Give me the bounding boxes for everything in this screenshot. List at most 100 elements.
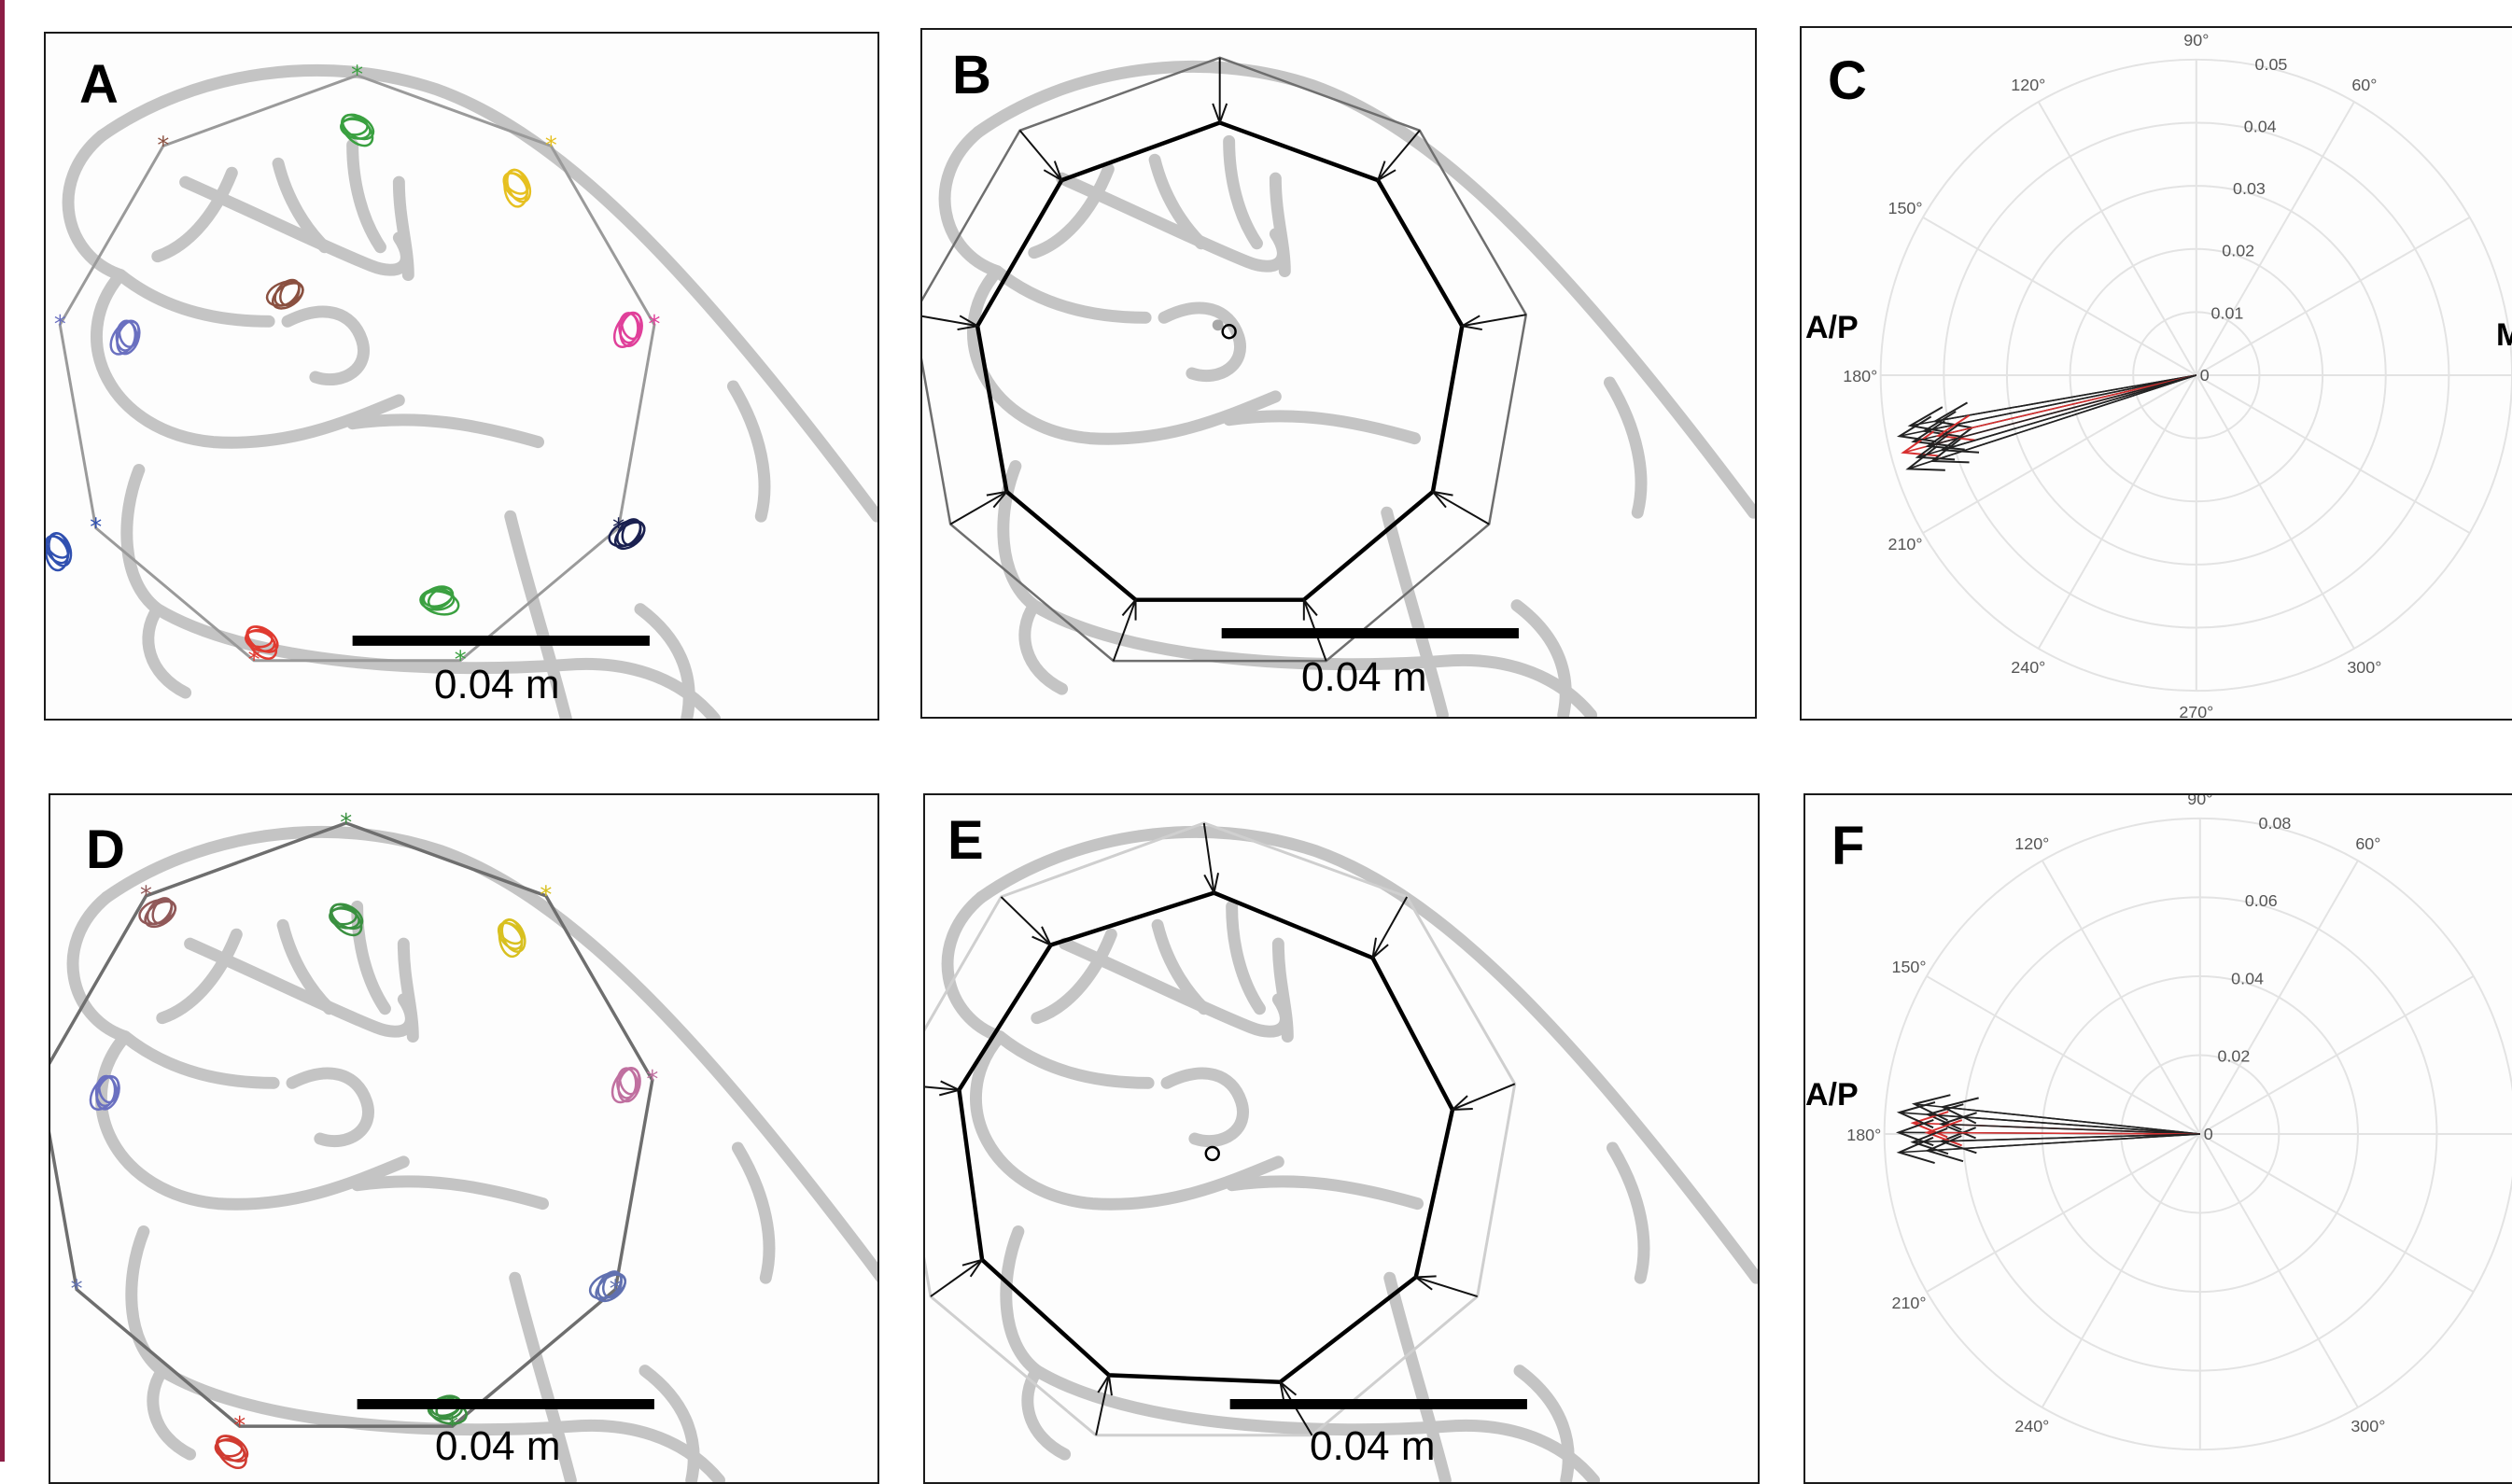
panel-e-displacement-arrow [1095, 1375, 1110, 1435]
branch-stroke [1160, 1067, 1249, 1148]
trajectory-loop [419, 588, 456, 611]
branch-stroke [993, 1030, 1155, 1089]
left-accent-bar [0, 0, 5, 1462]
panel-b: B 0.04 m [920, 28, 1757, 719]
panel-a-trajectory-cluster [612, 311, 643, 348]
panel-c-radial-label: 0.01 [2211, 303, 2244, 322]
panel-d-trajectory-cluster [138, 897, 177, 929]
panel-f-radial-label: 0.06 [2245, 891, 2278, 910]
branch-stroke [1513, 1365, 1575, 1482]
branch-stroke [120, 463, 721, 719]
branch-stroke [1271, 937, 1294, 1043]
panel-b-arrowhead [1459, 315, 1482, 331]
branch-stroke [151, 166, 238, 263]
branch-stroke [941, 890, 1284, 1211]
panel-a-trajectory-cluster [419, 585, 460, 616]
branch-stroke [1383, 1271, 1452, 1482]
panel-f-vector-arrowhead [1896, 1136, 1935, 1165]
branch-stroke [997, 459, 1597, 717]
panel-f-angle-label: 60° [2355, 834, 2380, 853]
panel-f-vector-arrow [1899, 1112, 2200, 1135]
trajectory-loop [265, 280, 304, 307]
panel-b-scale-text: 0.04 m [1301, 654, 1427, 700]
panel-c-angle-label: 270° [2179, 703, 2213, 719]
panel-e-arrowhead [1278, 1379, 1298, 1403]
panel-f-angle-label: 120° [2014, 834, 2049, 853]
panel-d-nonagon [50, 820, 654, 1428]
panel-d-trajectory-cluster [610, 1067, 641, 1104]
panel-c-vector-arrowhead [1911, 420, 1951, 447]
panel-d: ********* D 0.04 m [49, 793, 879, 1484]
panel-c-vector-arrow [1910, 374, 2196, 427]
panel-b-displacement-arrow [1112, 599, 1137, 662]
branch-stroke [119, 1030, 280, 1089]
panel-b-arrowhead [1430, 490, 1453, 509]
branch-stroke [509, 1271, 577, 1482]
panel-e-arrowhead [939, 1080, 962, 1097]
panel-e-arrowhead [1203, 873, 1220, 896]
panel-b-centroid-dot [1212, 319, 1224, 331]
trajectory-loop [246, 625, 278, 660]
branch-stroke [142, 603, 192, 699]
panel-a-vertex-star: * [54, 311, 66, 339]
trajectory-loop [610, 1067, 640, 1104]
panel-b-label: B [952, 45, 991, 105]
panel-c-radial-label: 0.03 [2233, 179, 2266, 198]
panel-c-m-label: M [2496, 317, 2512, 353]
panel-f-ap-label: A/P [1805, 1077, 1859, 1113]
panel-b-arrowhead [986, 490, 1009, 509]
panel-f: 90° 120° 60° 150° 180° 210° 240° 300° 0.08 0.06 0.… [1803, 793, 2512, 1484]
panel-e-arrowhead [1031, 926, 1053, 947]
branch-stroke [147, 1365, 197, 1461]
panel-c-angle-label: 210° [1888, 535, 1923, 553]
panel-f-grid-spoke [1926, 975, 2201, 1135]
panel-a-trajectory-cluster [265, 278, 304, 310]
branch-stroke [1603, 376, 1648, 519]
panel-f-vector-arrow [1899, 1133, 2200, 1154]
branch-stroke [95, 63, 877, 523]
trajectory-loop [503, 168, 529, 208]
trajectory-loop [608, 519, 646, 548]
panel-f-label: F [1831, 816, 1865, 876]
branch-stroke [156, 928, 243, 1025]
panel-c-radial-label: 0 [2200, 366, 2210, 385]
panel-f-grid-spoke [2199, 1133, 2475, 1293]
panel-e-inner-nonagon [957, 890, 1455, 1385]
panel-e-displacement-arrow [925, 1085, 960, 1091]
trajectory-loop [109, 319, 140, 356]
panel-e-arrowhead [1450, 1095, 1473, 1112]
branch-stroke [990, 265, 1152, 324]
panel-e-label: E [947, 810, 984, 871]
branch-stroke [346, 138, 386, 254]
branch-stroke [125, 1225, 725, 1482]
panel-e-displacement-arrow [930, 1259, 983, 1297]
branch-stroke [392, 175, 414, 282]
panel-a-trajectory-cluster [109, 319, 141, 356]
panel-a-drawing: ********* [46, 62, 877, 719]
branch-stroke [1158, 301, 1246, 383]
panel-f-radial-label: 0.02 [2217, 1047, 2250, 1066]
branch-stroke [1148, 153, 1208, 250]
panel-c: 90° 120° 60° 150° 180° 210° 240° 270° 300° 0.05 0.… [1800, 26, 2512, 721]
panel-c-angle-label: 90° [2183, 31, 2209, 49]
branch-stroke [1269, 172, 1291, 278]
branch-stroke [1000, 1225, 1600, 1482]
panel-e: E 0.04 m [923, 793, 1760, 1484]
trajectory-loop [330, 903, 363, 937]
panel-c-grid-spoke [2196, 217, 2471, 376]
panel-d-scale-text: 0.04 m [435, 1423, 561, 1469]
panel-f-angle-label: 210° [1892, 1294, 1927, 1312]
panel-c-grid-spoke [2037, 374, 2197, 650]
branch-stroke [731, 1141, 776, 1284]
panel-f-polar: 90° 120° 60° 150° 180° 210° 240° 300° 0.08 0.06 0.… [1846, 795, 2512, 1451]
branch-stroke [972, 60, 1755, 519]
panel-a-trajectory-cluster [46, 532, 73, 572]
panel-c-vector-arrow [1927, 374, 2197, 447]
panel-b-displacement-arrow [1018, 130, 1063, 181]
panel-f-angle-label: 240° [2014, 1417, 2049, 1435]
panel-c-radial-label: 0.02 [2222, 242, 2254, 260]
panel-c-polar: 90° 120° 60° 150° 180° 210° 240° 270° 300° 0.05 0.… [1843, 31, 2512, 719]
panel-f-angle-label: 300° [2351, 1417, 2385, 1435]
panel-a: * * * * * * * * * A 0.04 m [44, 32, 879, 721]
panel-f-radial-label: 0.08 [2259, 814, 2292, 833]
